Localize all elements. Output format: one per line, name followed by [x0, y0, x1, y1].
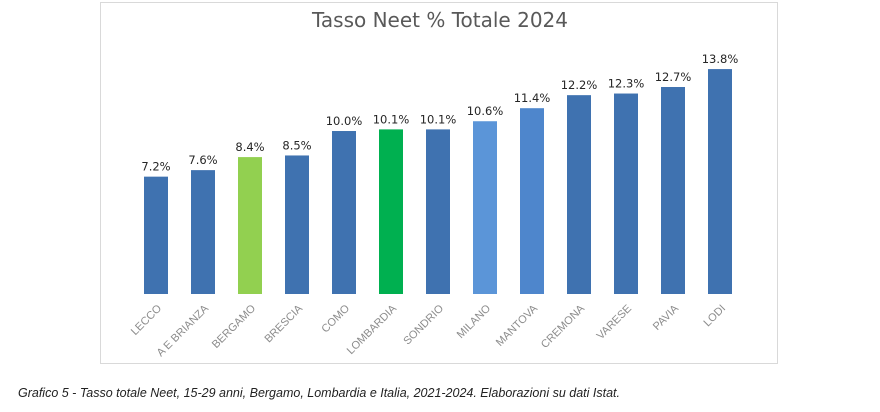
- category-tick-label: SONDRIO: [401, 302, 446, 347]
- data-label: 12.2%: [561, 78, 598, 92]
- category-tick-label: PAVIA: [651, 302, 682, 333]
- category-tick-label: BERGAMO: [210, 302, 259, 351]
- bar-pavia: [661, 87, 685, 294]
- data-label: 10.0%: [326, 114, 363, 128]
- category-tick-label: MILANO: [455, 302, 494, 341]
- data-label: 8.4%: [235, 140, 264, 154]
- bar-bergamo: [238, 157, 262, 294]
- bar-como: [332, 131, 356, 294]
- bar-varese: [614, 93, 638, 294]
- chart-title: Tasso Neet % Totale 2024: [311, 8, 568, 32]
- data-label: 8.5%: [282, 138, 311, 152]
- bar-sondrio: [426, 129, 450, 294]
- data-labels-layer: 7.2% 7.6% 8.4% 8.5% 10.0% 10.1% 10.1% 10.6% 11.4…: [141, 52, 738, 174]
- bar-lecco: [144, 176, 168, 294]
- category-tick-label: COMO: [319, 302, 352, 335]
- data-label: 10.1%: [373, 112, 410, 126]
- data-label: 11.4%: [514, 91, 551, 105]
- bar-milano: [473, 121, 497, 294]
- data-label: 12.3%: [608, 77, 645, 91]
- data-label: 10.6%: [467, 104, 504, 118]
- data-label: 13.8%: [702, 52, 739, 66]
- data-label: 12.7%: [655, 70, 692, 84]
- bar-mantova: [520, 108, 544, 295]
- figure-caption: Grafico 5 - Tasso totale Neet, 15-29 ann…: [18, 386, 620, 400]
- data-label: 7.2%: [141, 160, 170, 174]
- bar-cremona: [567, 95, 591, 294]
- bar-lodi: [708, 69, 732, 295]
- category-tick-label: LODI: [701, 303, 728, 330]
- category-tick-label: LOMBARDIA: [345, 302, 400, 357]
- bar-lombardia: [379, 129, 403, 294]
- category-tick-label: VARESE: [595, 303, 634, 342]
- bar-brescia: [285, 155, 309, 294]
- data-label: 10.1%: [420, 112, 457, 126]
- bars-layer: [144, 69, 732, 295]
- category-tick-label: MANTOVA: [494, 302, 541, 349]
- bar-chart: Tasso Neet % Totale 2024 7.2% 7.6% 8.4% 8.5…: [129, 8, 738, 359]
- category-tick-label: LECCO: [129, 302, 165, 338]
- data-label: 7.6%: [188, 153, 217, 167]
- bar-a-e-brianza: [191, 170, 215, 294]
- category-tick-label: CREMONA: [539, 302, 588, 351]
- category-tick-label: BRESCIA: [262, 302, 305, 345]
- chart-frame: Tasso Neet % Totale 2024 7.2% 7.6% 8.4% 8.5…: [100, 2, 778, 364]
